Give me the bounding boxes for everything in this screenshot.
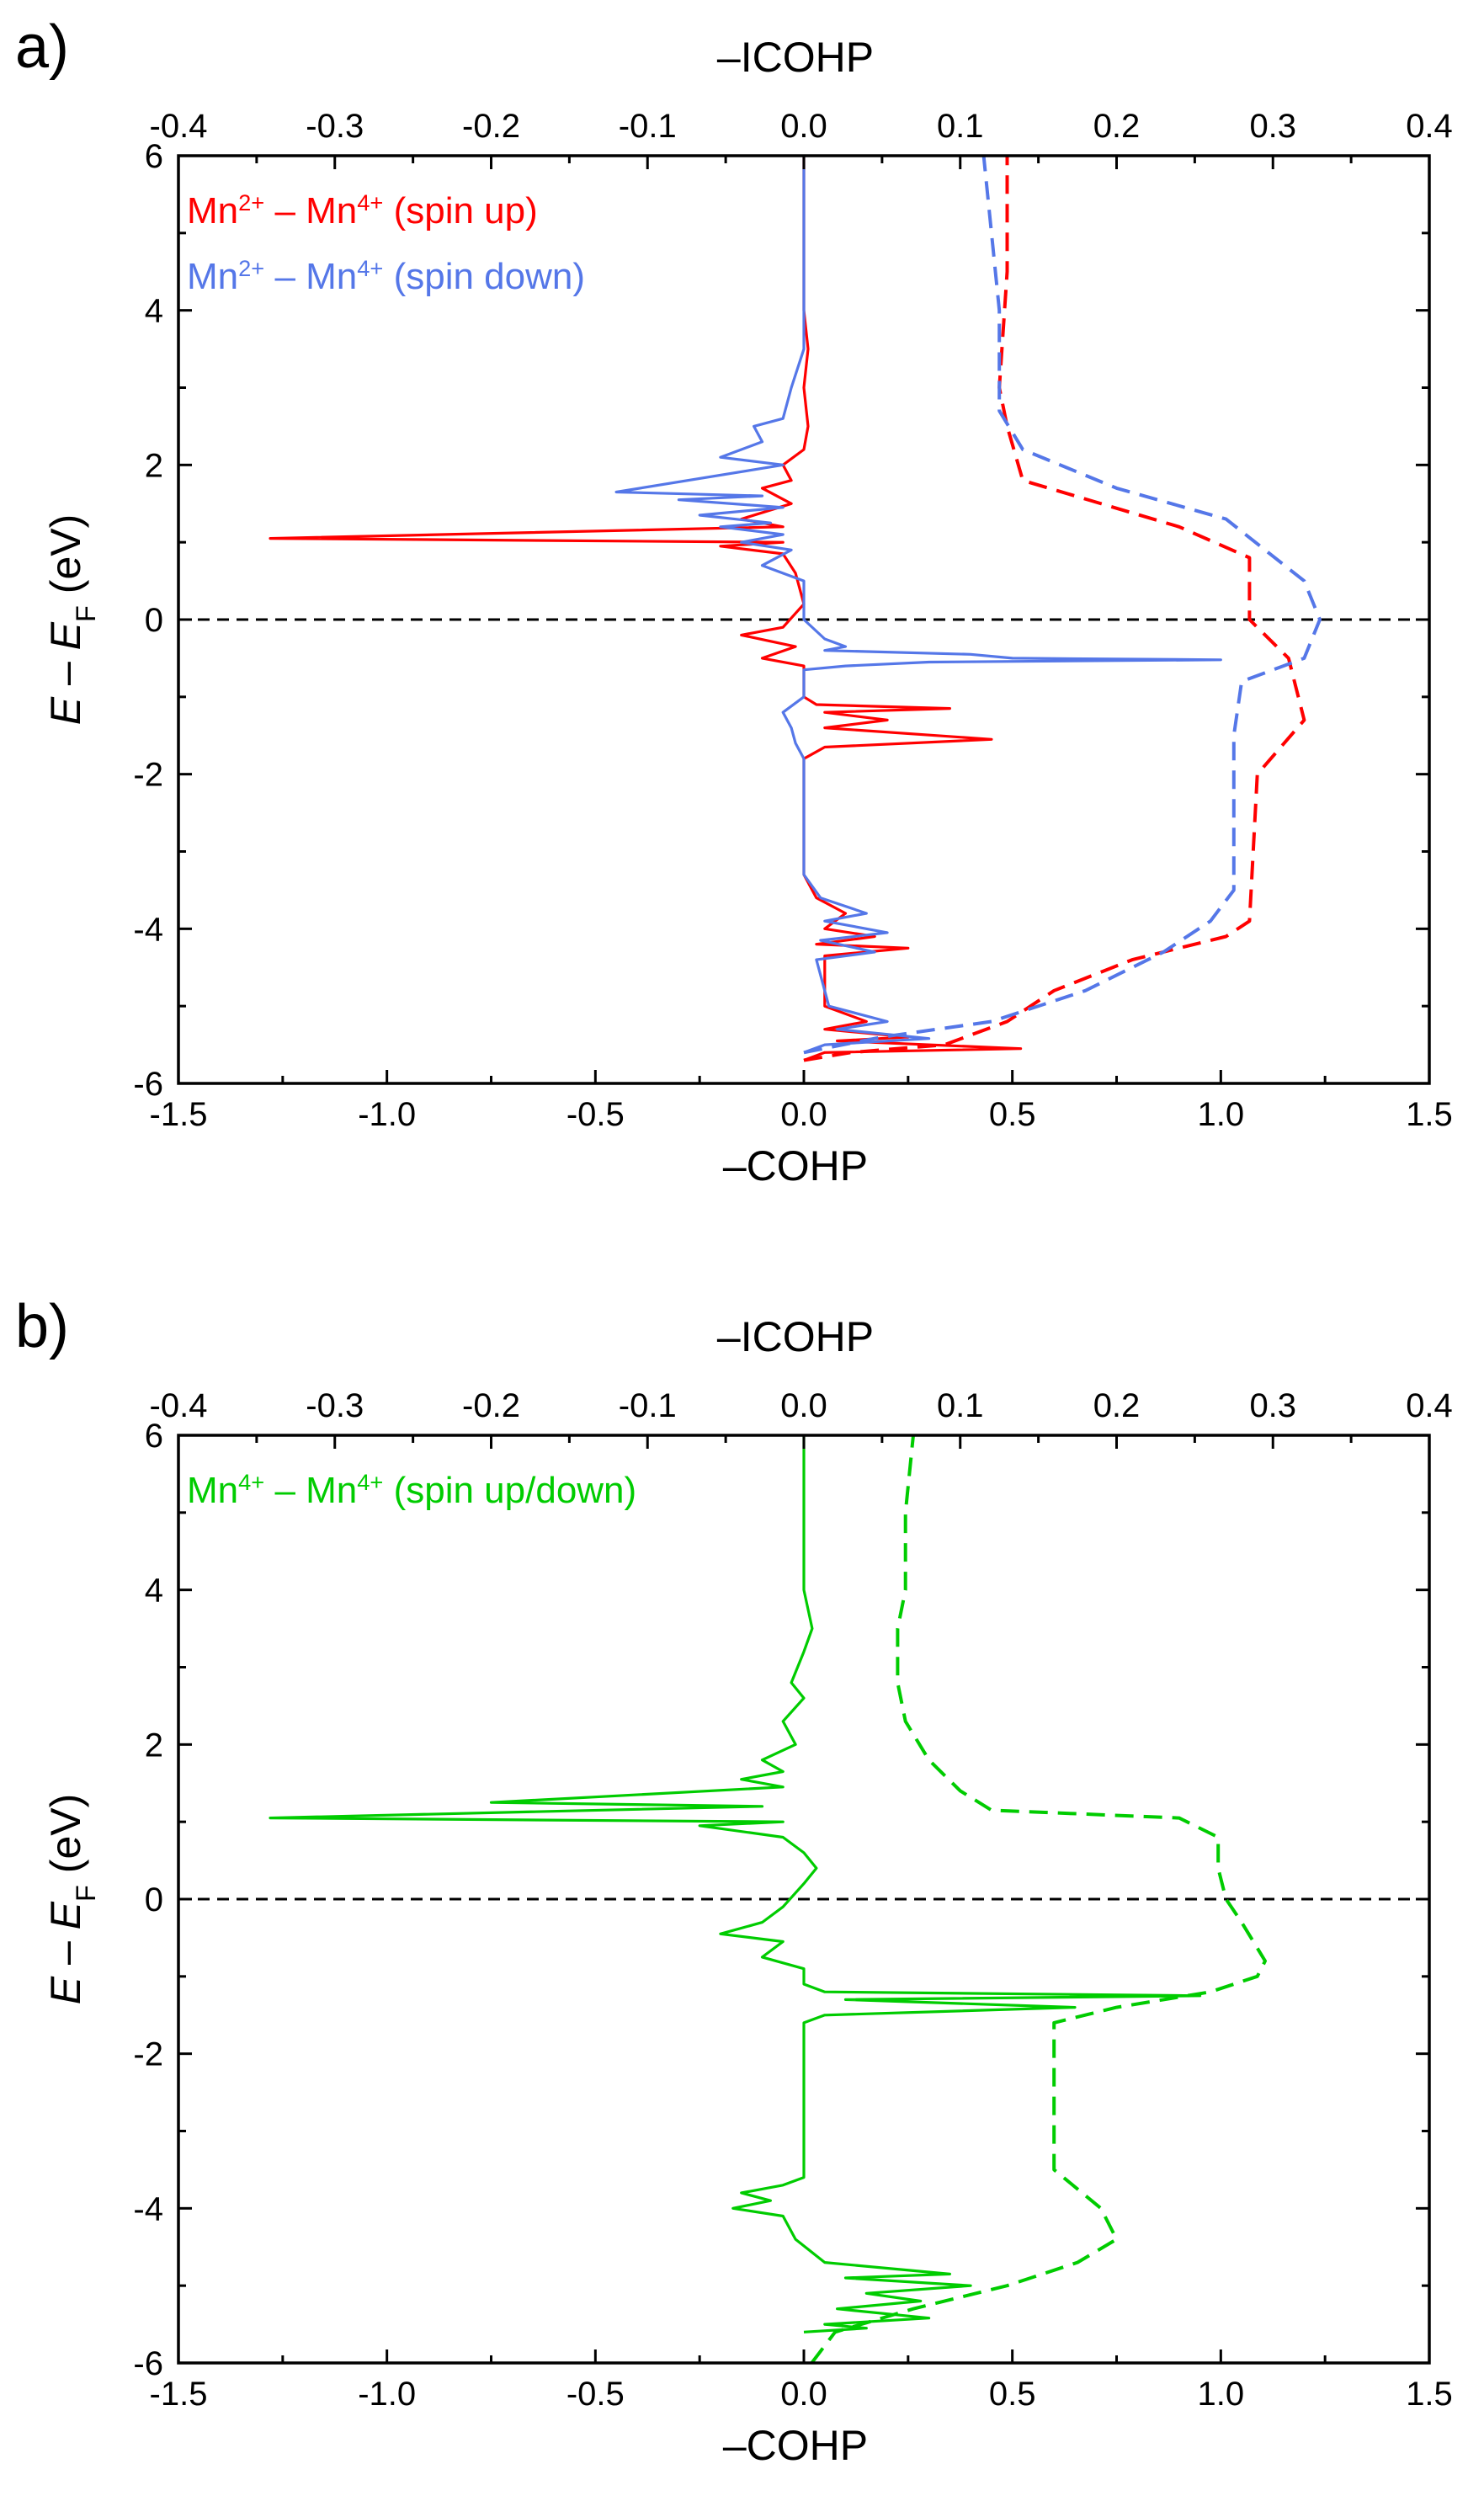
x-bottom-tick-label: 1.5	[1406, 1096, 1453, 1133]
y-axis-title-part: E	[42, 696, 89, 725]
y-tick-label: 6	[145, 1418, 163, 1455]
legend-entry-1: Mn2+ – Mn4+ (spin down)	[187, 255, 585, 298]
panel-label: b)	[15, 1293, 69, 1360]
legend-entry-1-part: Mn	[187, 256, 238, 297]
x-top-tick-label: 0.3	[1249, 1387, 1296, 1424]
x-bottom-tick-label: 1.0	[1198, 2376, 1245, 2413]
legend-entry-0-part: Mn	[187, 1470, 238, 1511]
x-bottom-tick-label: -1.0	[358, 2376, 416, 2413]
y-axis-title-part: E	[42, 1976, 89, 2004]
legend-entry-0-part: 2+	[238, 189, 264, 216]
icohp-line-3	[803, 156, 1322, 1055]
x-top-tick-label: -0.3	[306, 1387, 364, 1424]
x-bottom-tick-label: 1.0	[1198, 1096, 1245, 1133]
y-tick-label: 0	[145, 1881, 163, 1918]
panel-a: -1.5 -1.0 -0.5 0.0 0.5 1.0 1.5 -0.4 -0.3 -0.2 -0.1…	[15, 13, 1453, 1189]
x-top-tick-label: -0.2	[462, 1387, 520, 1424]
legend-entry-1-part: 2+	[238, 255, 264, 281]
y-tick-label: -2	[133, 2036, 163, 2073]
y-tick-label: 0	[145, 602, 163, 639]
y-axis-title: E – EF (eV)	[42, 514, 101, 726]
x-top-axis-title: –ICOHP	[717, 34, 874, 81]
y-axis-title-part: F	[71, 1885, 101, 1902]
legend-entry-0-part: – Mn	[264, 1470, 357, 1511]
x-top-axis-title: –ICOHP	[717, 1313, 874, 1360]
legend-entry-0-part: 4+	[357, 189, 383, 216]
y-axis-title-part: –	[42, 650, 89, 697]
legend-entry-0: Mn4+ – Mn4+ (spin up/down)	[187, 1469, 636, 1512]
x-bottom-tick-label: 0.0	[780, 2376, 827, 2413]
x-top-tick-label: 0.4	[1406, 108, 1453, 145]
x-top-tick-label: -0.1	[619, 1387, 677, 1424]
x-bottom-tick-label: -0.5	[566, 1096, 625, 1133]
y-tick-label: 2	[145, 1727, 163, 1764]
x-bottom-axis-title: –COHP	[723, 2422, 868, 2469]
x-bottom-tick-label: 1.5	[1406, 2376, 1453, 2413]
icohp-line-2	[803, 156, 1306, 1062]
x-top-tick-label: 0.2	[1093, 1387, 1141, 1424]
y-tick-label: 6	[145, 138, 163, 175]
x-bottom-tick-label: -1.0	[358, 1096, 416, 1133]
x-top-tick-label: 0.3	[1249, 108, 1296, 145]
cohp-line-0	[269, 1435, 1202, 2333]
legend-entry-0-part: (spin up/down)	[383, 1470, 636, 1511]
y-tick-label: 2	[145, 447, 163, 484]
x-top-tick-label: 0.1	[937, 1387, 984, 1424]
panel-b: -1.5 -1.0 -0.5 0.0 0.5 1.0 1.5 -0.4 -0.3 -0.2 -0.1…	[15, 1293, 1453, 2469]
x-top-tick-label: 0.0	[780, 1387, 827, 1424]
y-tick-label: 4	[145, 1572, 163, 1610]
x-top-tick-label: -0.3	[306, 108, 364, 145]
y-axis-title-part: E	[42, 1901, 89, 1929]
y-tick-label: 4	[145, 293, 163, 330]
x-bottom-tick-label: -1.5	[150, 2376, 208, 2413]
x-top-tick-label: -0.4	[150, 1387, 208, 1424]
x-top-tick-label: 0.4	[1406, 1387, 1453, 1424]
y-tick-label: -4	[133, 911, 163, 948]
y-tick-label: -6	[133, 1066, 163, 1103]
legend-entry-1-part: – Mn	[264, 256, 357, 297]
x-bottom-tick-label: 0.0	[780, 1096, 827, 1133]
cohp-line-1	[614, 156, 1222, 1054]
y-tick-label: -6	[133, 2345, 163, 2382]
legend-entry-0-part: – Mn	[264, 190, 357, 231]
legend-entry-1-part: 4+	[357, 255, 383, 281]
x-bottom-tick-label: 0.5	[989, 1096, 1036, 1133]
y-axis-title-part: –	[42, 1929, 89, 1977]
x-top-tick-label: 0.2	[1093, 108, 1141, 145]
x-top-tick-label: -0.1	[619, 108, 677, 145]
x-top-tick-label: -0.4	[150, 108, 208, 145]
cohp-line-0	[269, 156, 1023, 1062]
x-bottom-tick-label: -0.5	[566, 2376, 625, 2413]
y-axis-title-part: (eV)	[42, 514, 89, 605]
x-bottom-tick-label: 0.5	[989, 2376, 1036, 2413]
legend-entry-0-part: 4+	[357, 1469, 383, 1495]
panel-label: a)	[15, 13, 69, 81]
y-tick-label: -2	[133, 757, 163, 794]
y-axis-title: E – EF (eV)	[42, 1794, 101, 2005]
x-top-tick-label: -0.2	[462, 108, 520, 145]
legend-entry-0-part: Mn	[187, 190, 238, 231]
series-group	[269, 156, 1322, 1062]
legend-entry-0-part: 4+	[238, 1469, 264, 1495]
legend-entry-0-part: (spin up)	[383, 190, 537, 231]
x-top-tick-label: 0.1	[937, 108, 984, 145]
y-tick-label: -4	[133, 2190, 163, 2227]
legend-entry-1-part: (spin down)	[383, 256, 585, 297]
y-axis-title-part: (eV)	[42, 1794, 89, 1885]
legend-entry-0: Mn2+ – Mn4+ (spin up)	[187, 189, 538, 232]
x-bottom-axis-title: –COHP	[723, 1142, 868, 1189]
x-bottom-tick-label: -1.5	[150, 1096, 208, 1133]
x-top-tick-label: 0.0	[780, 108, 827, 145]
y-axis-title-part: E	[42, 621, 89, 650]
series-group	[269, 1435, 1267, 2363]
y-axis-title-part: F	[71, 605, 101, 622]
icohp-line-1	[810, 1435, 1267, 2363]
